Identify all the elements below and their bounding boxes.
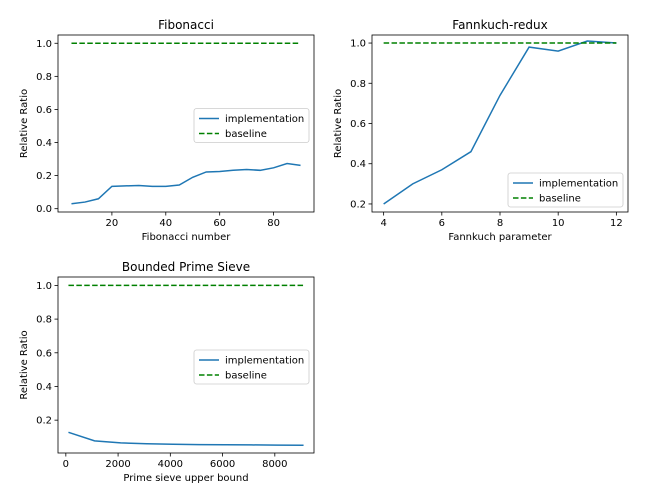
x-axis-label: Fibonacci number bbox=[142, 232, 232, 243]
legend-label-implementation: implementation bbox=[539, 179, 618, 190]
y-tick-label: 0.2 bbox=[36, 171, 52, 182]
y-tick-label: 0.6 bbox=[36, 348, 52, 359]
x-tick-label: 2000 bbox=[105, 459, 130, 470]
y-tick-label: 0.6 bbox=[36, 105, 52, 116]
chart-3: Bounded Prime Sieve 0 2000 4000 6000 8000 0.2 0… bbox=[19, 260, 315, 484]
y-axis-label: Relative Ratio bbox=[19, 89, 30, 158]
chart-title: Fibonacci bbox=[158, 18, 214, 32]
x-tick-label: 60 bbox=[213, 218, 226, 229]
y-tick-label: 1.0 bbox=[36, 281, 52, 292]
chart-title: Bounded Prime Sieve bbox=[122, 260, 250, 274]
legend-label-baseline: baseline bbox=[225, 371, 267, 382]
y-tick-label: 0.4 bbox=[36, 138, 52, 149]
chart-title: Fannkuch-redux bbox=[452, 18, 547, 32]
y-tick-label: 0.8 bbox=[350, 79, 366, 90]
legend: implementation baseline bbox=[507, 172, 624, 208]
x-tick-label: 0 bbox=[63, 459, 69, 470]
chart-1: Fibonacci 20 40 60 80 0.0 0.2 0.4 0.6 0.8 1.0 Fibon… bbox=[19, 18, 315, 243]
plot-frame bbox=[57, 34, 315, 213]
y-tick-label: 0.2 bbox=[350, 199, 366, 210]
x-tick-label: 4 bbox=[380, 218, 386, 229]
chart-2: Fannkuch-redux 4 6 8 10 12 0.2 0.4 0.6 0.8 1.0 Fann… bbox=[333, 18, 629, 243]
series-implementation-line bbox=[383, 40, 617, 205]
y-tick-label: 1.0 bbox=[36, 39, 52, 50]
y-tick-label: 0.2 bbox=[36, 416, 52, 427]
x-tick-label: 6000 bbox=[210, 459, 235, 470]
x-tick-label: 4000 bbox=[158, 459, 183, 470]
legend-label-baseline: baseline bbox=[225, 129, 267, 140]
y-tick-label: 0.4 bbox=[350, 159, 366, 170]
legend-label-baseline: baseline bbox=[539, 194, 581, 205]
y-tick-label: 0.6 bbox=[350, 119, 366, 130]
x-tick-label: 40 bbox=[159, 218, 172, 229]
legend-label-implementation: implementation bbox=[225, 356, 304, 367]
x-tick-label: 80 bbox=[267, 218, 280, 229]
y-tick-label: 0.8 bbox=[36, 315, 52, 326]
legend-box bbox=[507, 172, 624, 208]
x-tick-label: 8000 bbox=[262, 459, 287, 470]
legend-box bbox=[193, 349, 310, 385]
y-tick-label: 0.0 bbox=[36, 204, 52, 215]
legend: implementation baseline bbox=[193, 108, 310, 143]
x-tick-label: 8 bbox=[497, 218, 503, 229]
plot-frame bbox=[57, 276, 315, 454]
y-axis-label: Relative Ratio bbox=[333, 89, 344, 158]
legend: implementation baseline bbox=[193, 349, 310, 385]
x-tick-label: 20 bbox=[106, 218, 119, 229]
y-tick-label: 0.4 bbox=[36, 382, 52, 393]
legend-box bbox=[193, 108, 310, 143]
y-tick-label: 1.0 bbox=[350, 39, 366, 50]
x-axis-label: Fannkuch parameter bbox=[448, 232, 552, 243]
x-tick-label: 12 bbox=[610, 218, 623, 229]
y-axis-label: Relative Ratio bbox=[19, 330, 30, 399]
series-implementation-line bbox=[68, 431, 304, 446]
x-tick-label: 6 bbox=[439, 218, 445, 229]
x-axis-label: Prime sieve upper bound bbox=[123, 473, 248, 484]
y-tick-label: 0.8 bbox=[36, 72, 52, 83]
x-tick-label: 10 bbox=[552, 218, 565, 229]
legend-label-implementation: implementation bbox=[225, 114, 304, 125]
series-implementation-line bbox=[71, 162, 301, 205]
